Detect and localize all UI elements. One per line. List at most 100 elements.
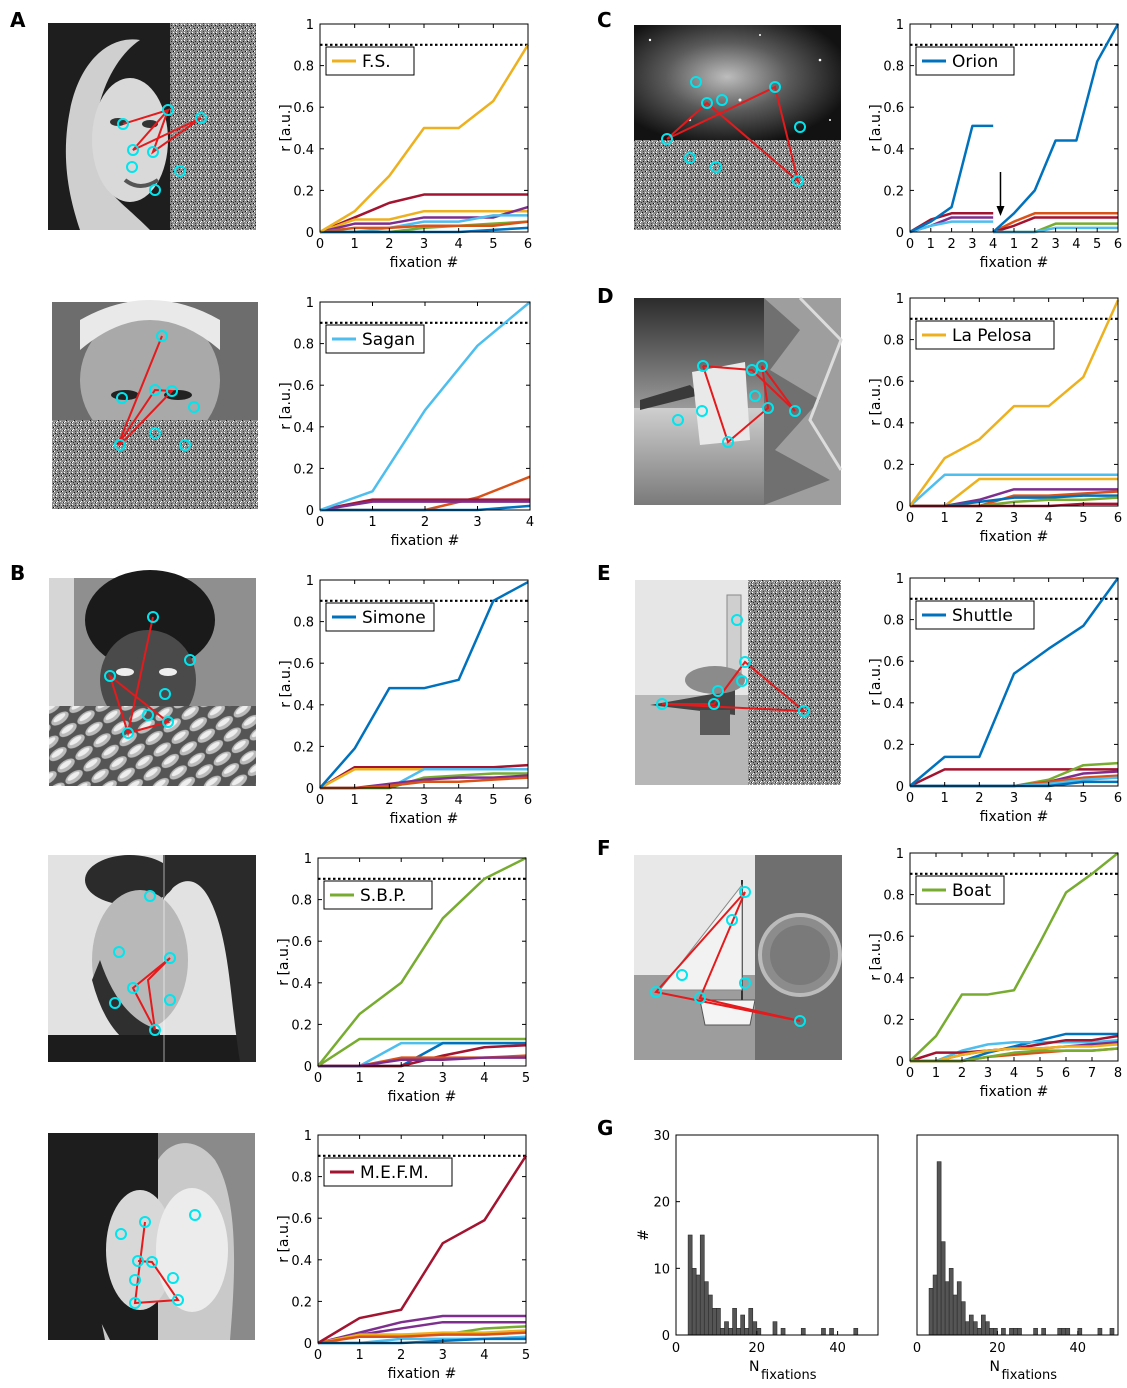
y-axis-label: r [a.u.] <box>868 933 884 980</box>
legend-label: S.B.P. <box>360 886 406 906</box>
histogram-bar <box>829 1328 834 1336</box>
chart-lapelosa: 0 1 2 3 4 5 6 0 0.2 0.4 0.6 0.8 1 fixation # r [a.u.] L… <box>868 292 1122 545</box>
y-tick-label: 10 <box>653 1262 670 1277</box>
y-tick-label: 0.4 <box>291 977 312 992</box>
histogram-bar <box>716 1308 721 1336</box>
x-axis-label: fixation # <box>390 255 459 271</box>
x-tick-label: 2 <box>1031 237 1039 252</box>
y-axis-label: r [a.u.] <box>278 104 294 151</box>
y-tick-label: 0.2 <box>291 1018 312 1033</box>
series-line-blue-main <box>909 124 994 234</box>
axes-box <box>916 1134 1119 1336</box>
x-tick-label: 2 <box>397 1348 405 1363</box>
x-tick-label: 1 <box>927 237 935 252</box>
x-tick-label: 3 <box>1010 511 1018 526</box>
histogram-bar <box>821 1328 826 1336</box>
series-line-lightblue-2 <box>909 220 994 234</box>
y-tick-label: 0.2 <box>883 738 904 753</box>
y-tick-label: 0 <box>896 1055 904 1070</box>
y-axis-label: r [a.u.] <box>868 104 884 151</box>
x-axis-label: fixation # <box>388 1089 457 1105</box>
stimulus-image-boat <box>634 855 842 1060</box>
x-axis-label-subscript: fixations <box>761 1368 817 1383</box>
y-tick-label: 0.4 <box>293 421 314 436</box>
x-tick-label: 6 <box>1114 791 1122 806</box>
x-tick-label: 4 <box>526 515 534 530</box>
y-tick-label: 1 <box>306 18 314 33</box>
y-tick-label: 0.2 <box>293 740 314 755</box>
y-tick-label: 0.4 <box>883 417 904 432</box>
histogram-bar <box>981 1314 986 1336</box>
y-tick-label: 0 <box>306 504 314 519</box>
y-tick-label: 0 <box>896 780 904 795</box>
stimulus-image-mefm <box>48 1133 255 1340</box>
series-line-lightblue-main <box>319 301 531 512</box>
y-tick-label: 0 <box>896 500 904 515</box>
x-tick-label: 3 <box>420 793 428 808</box>
histogram-bar <box>748 1308 754 1336</box>
histogram-bar <box>993 1328 998 1336</box>
x-tick-label: 2 <box>385 237 393 252</box>
y-tick-label: 0.6 <box>293 657 314 672</box>
x-tick-label: 4 <box>480 1348 488 1363</box>
x-tick-label: 2 <box>975 791 983 806</box>
y-axis-label: r [a.u.] <box>276 1215 292 1262</box>
histogram-bar <box>740 1314 745 1336</box>
x-tick-label: 0 <box>314 1071 322 1086</box>
y-tick-label: 0.2 <box>883 458 904 473</box>
histogram-bar <box>952 1294 958 1336</box>
x-tick-label: 0 <box>906 237 914 252</box>
y-axis-label: r [a.u.] <box>868 658 884 705</box>
histogram-bar <box>1109 1328 1115 1336</box>
legend-label: Orion <box>952 52 998 72</box>
histogram-bar <box>724 1321 729 1336</box>
y-tick-label: 1 <box>896 292 904 307</box>
x-tick-label: 3 <box>439 1071 447 1086</box>
histogram-bar <box>732 1308 737 1336</box>
series-line-green-main <box>909 852 1119 1062</box>
series-line-blue-main <box>319 580 529 789</box>
axes-box <box>317 1134 527 1344</box>
y-tick-label: 0.2 <box>293 462 314 477</box>
histogram-bar <box>960 1301 966 1336</box>
y-tick-label: 0 <box>306 226 314 241</box>
y-axis-label: r [a.u.] <box>278 382 294 429</box>
x-tick-label: 5 <box>1093 237 1101 252</box>
x-tick-label: 1 <box>941 791 949 806</box>
series-line-darkred-0 <box>319 763 529 790</box>
histogram-bar <box>985 1321 990 1336</box>
histogram-bar <box>1017 1328 1022 1336</box>
y-tick-label: 1 <box>896 572 904 587</box>
y-tick-label: 0 <box>304 1337 312 1352</box>
series-line-yellow-main <box>908 299 1120 507</box>
x-tick-label: 1 <box>351 793 359 808</box>
series-line-darkred-1 <box>319 498 530 512</box>
y-tick-label: 0.6 <box>883 655 904 670</box>
axes-box <box>675 1134 879 1336</box>
y-tick-label: 0.4 <box>291 1254 312 1269</box>
x-tick-label: 20 <box>749 1341 766 1356</box>
y-axis-label: r [a.u.] <box>868 378 884 425</box>
x-tick-label: 0 <box>913 1341 921 1356</box>
histogram-bar <box>1001 1328 1006 1336</box>
y-tick-label: 0.6 <box>293 101 314 116</box>
series-line-darkred-main <box>317 1155 528 1345</box>
x-axis-label: fixation # <box>391 533 460 549</box>
x-tick-label: 2 <box>958 1066 966 1081</box>
y-tick-label: 0.8 <box>293 338 314 353</box>
legend-label: Shuttle <box>952 606 1013 626</box>
histogram-bar <box>948 1268 954 1336</box>
x-axis-label-subscript: fixations <box>1002 1368 1058 1383</box>
histogram-bar <box>780 1328 786 1336</box>
histogram-bar <box>1033 1328 1038 1336</box>
x-tick-label: 6 <box>524 793 532 808</box>
histogram-bar <box>1041 1328 1046 1336</box>
chart-fs: 0 1 2 3 4 5 6 0 0.2 0.4 0.6 0.8 1 fixation # r [a.u.] F… <box>278 18 532 271</box>
y-tick-label: 0.4 <box>293 143 314 158</box>
chart-simone: 0 1 2 3 4 5 6 0 0.2 0.4 0.6 0.8 1 fixation # r [a.u.] S… <box>278 574 532 827</box>
histogram-bar <box>744 1328 750 1336</box>
x-tick-label: 2 <box>421 515 429 530</box>
x-axis-label: fixation # <box>980 529 1049 545</box>
